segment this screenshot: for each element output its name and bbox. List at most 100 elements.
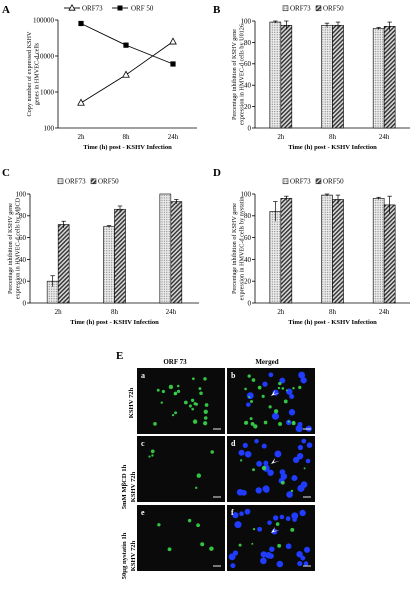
micrograph-d: d (227, 436, 315, 502)
orf73-signal (176, 389, 181, 393)
arrowhead (271, 458, 280, 464)
orf73-signal (196, 473, 202, 478)
micrograph-background (137, 505, 225, 571)
orf73-signal (188, 404, 192, 408)
orf73-signal (156, 388, 160, 392)
orf73-signal (203, 421, 208, 426)
orf73-signal (244, 420, 249, 425)
nucleus (246, 392, 254, 400)
x-tick-label: 2h (277, 133, 285, 141)
orf73-signal (195, 486, 198, 489)
x-tick-label: 24h (168, 133, 179, 141)
bar (170, 201, 183, 304)
series-line (80, 41, 174, 104)
orf73-signal (153, 422, 157, 426)
y-tick-label: 20 (19, 278, 27, 286)
nucleus (301, 438, 307, 444)
orf73-signal (268, 405, 272, 409)
nucleus (297, 484, 305, 492)
nucleus (306, 442, 313, 448)
nucleus (303, 561, 309, 566)
nucleus (246, 402, 251, 407)
orf73-signal (191, 407, 194, 411)
legend-label: ORF73 (290, 5, 311, 13)
nucleus (265, 552, 272, 559)
x-tick-label: 24h (379, 133, 390, 141)
x-axis-title: Time (h) post - KSHV Infection (288, 319, 377, 326)
orf73-signal (290, 527, 295, 532)
x-tick-label: 8h (329, 308, 337, 316)
x-axis-title: Time (h) post - KSHV Infection (70, 319, 159, 326)
orf73-signal (151, 454, 154, 457)
y-tick-label: 0 (248, 124, 252, 132)
bar (332, 24, 344, 129)
nucleus (269, 546, 275, 552)
micrograph-e: e (137, 505, 225, 571)
data-point (123, 42, 129, 48)
micrograph-sublabel: f (231, 508, 234, 517)
y-tick-label: 100 (44, 124, 55, 132)
nucleus (296, 551, 303, 558)
legend-marker (68, 3, 76, 11)
legend-label: ORF73 (65, 178, 86, 186)
orf73-signal (291, 421, 296, 426)
y-tick-label: 100000 (33, 16, 55, 24)
micrograph-row-label: 5mM MβCD 1h KSHV 72h (121, 464, 137, 509)
micrograph-row-label: KSHV 72h (128, 387, 135, 418)
y-tick-label: 80 (244, 39, 252, 47)
orf73-signal (199, 391, 203, 396)
nucleus (239, 511, 244, 517)
bar (103, 226, 115, 304)
legend-marker (117, 5, 123, 11)
data-point (170, 61, 176, 67)
nucleus (303, 546, 311, 553)
x-tick-label: 24h (379, 308, 390, 316)
micrograph-sublabel: b (231, 371, 236, 380)
svg-text:KSHV 72h: KSHV 72h (130, 540, 137, 571)
nucleus (300, 377, 307, 384)
orf73-signal (173, 392, 177, 396)
bar (269, 21, 282, 129)
panel-letter-a: A (2, 4, 10, 16)
y-tick-label: 40 (19, 256, 27, 264)
orf73-signal (247, 374, 251, 378)
panel-letter-c: C (2, 167, 10, 179)
y-axis-title: Copy number of expressed KSHVgenes in HM… (26, 31, 41, 116)
nucleus (260, 551, 267, 558)
bar (57, 224, 70, 304)
y-tick-label: 60 (19, 234, 27, 242)
nucleus (267, 520, 272, 525)
orf73-signal (196, 523, 200, 528)
y-tick-label: 40 (244, 256, 252, 264)
micrograph-c: c (137, 436, 225, 502)
legend-swatch (282, 5, 289, 12)
bar (269, 211, 282, 304)
nucleus (299, 509, 306, 517)
orf73-signal (168, 384, 174, 390)
arrowhead (271, 527, 280, 533)
nucleus (238, 449, 245, 456)
y-axis-title: Percentage inhibition of KSHV geneexpres… (231, 197, 246, 301)
orf73-signal (292, 386, 295, 390)
legend-swatch (57, 178, 64, 185)
orf73-signal (187, 518, 192, 523)
legend-label: ORF73 (290, 178, 311, 186)
orf73-signal (261, 394, 265, 398)
micrograph-background (137, 436, 225, 502)
orf73-signal (278, 421, 283, 426)
nucleus (236, 488, 244, 496)
orf73-signal (252, 528, 256, 531)
orf73-signal (253, 424, 258, 429)
nucleus (297, 560, 303, 567)
bar (280, 24, 293, 129)
orf73-signal (250, 421, 255, 426)
y-tick-label: 60 (244, 234, 252, 242)
orf73-signal (248, 396, 251, 399)
y-tick-label: 80 (19, 212, 27, 220)
x-tick-label: 8h (111, 308, 119, 316)
orf73-signal (203, 409, 208, 414)
svg-text:50µg nystatin 1h: 50µg nystatin 1h (121, 532, 128, 579)
y-axis-title: Percentage inhibition of KSHV geneexpres… (7, 197, 22, 299)
